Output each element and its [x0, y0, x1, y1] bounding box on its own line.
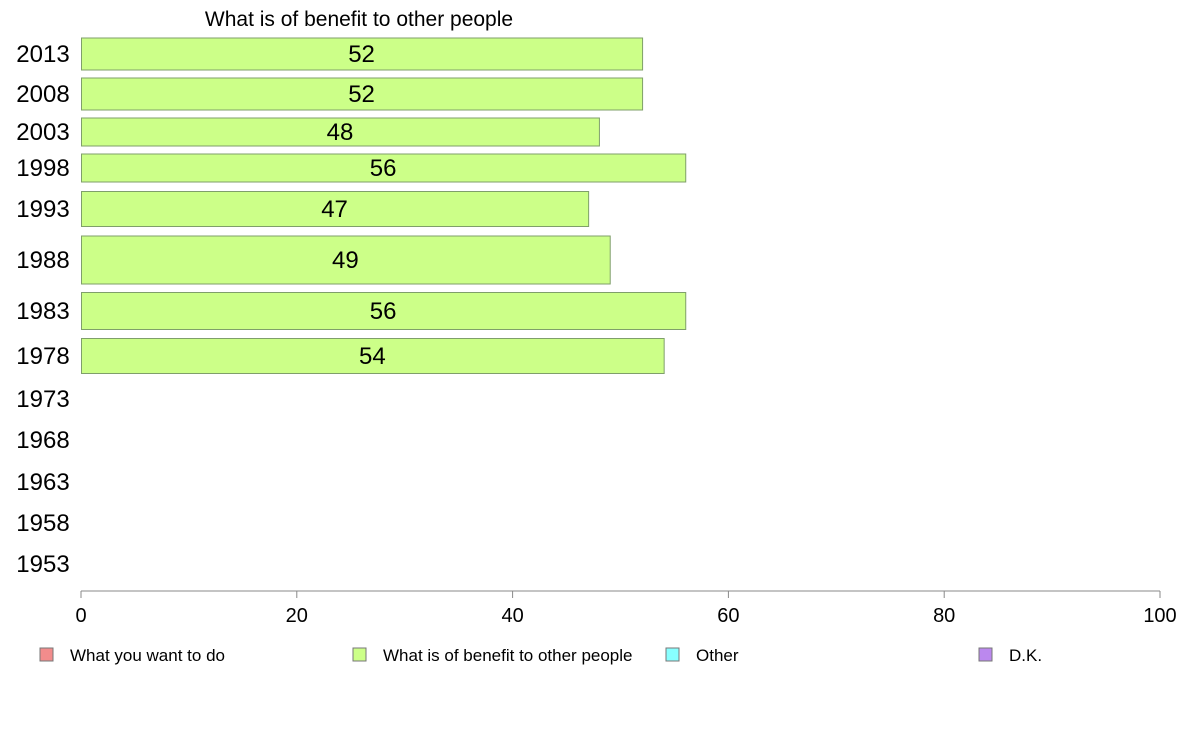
- x-tick-label: 80: [933, 605, 955, 627]
- category-labels: 2013 2008 2003 1998 1993 1988 1983 1978 1973 1968…: [16, 41, 69, 578]
- bar-value-label: 56: [370, 298, 397, 325]
- category-label: 1983: [16, 298, 69, 325]
- category-label: 1998: [16, 155, 69, 182]
- bar: [81, 235, 611, 285]
- bar: [81, 292, 687, 330]
- category-label: 1978: [16, 343, 69, 370]
- x-tick-label: 60: [717, 605, 739, 627]
- x-tick-label: 20: [286, 605, 308, 627]
- chart-title: What is of benefit to other people: [205, 8, 513, 31]
- legend-swatch: [978, 647, 993, 662]
- bar: [81, 117, 600, 147]
- bar: [81, 77, 644, 111]
- category-label: 1958: [16, 510, 69, 537]
- category-label: 2013: [16, 41, 69, 68]
- legend-label: Other: [696, 646, 739, 665]
- category-label: 1988: [16, 247, 69, 274]
- category-label: 1953: [16, 551, 69, 578]
- category-label: 1973: [16, 386, 69, 413]
- bar-value-label: 54: [359, 343, 386, 370]
- bar-value-label: 56: [370, 155, 397, 182]
- bar: [81, 37, 644, 71]
- bar-value-label: 52: [348, 41, 375, 68]
- bar-value-label: 49: [332, 247, 359, 274]
- legend-swatch: [39, 647, 54, 662]
- bars-group: 52 52 48 56 47 49 56 54: [81, 37, 687, 374]
- x-axis: 0 20 40 60 80 100: [75, 590, 1177, 627]
- legend-label: What you want to do: [70, 646, 225, 665]
- bar-value-label: 52: [348, 81, 375, 108]
- bar-value-label: 47: [321, 196, 348, 223]
- legend-swatch: [665, 647, 680, 662]
- bar: [81, 191, 590, 227]
- bar-value-label: 48: [327, 119, 354, 146]
- category-label: 2008: [16, 81, 69, 108]
- category-label: 1963: [16, 469, 69, 496]
- bar: [81, 338, 665, 374]
- legend-swatch: [352, 647, 367, 662]
- legend-label: D.K.: [1009, 646, 1042, 665]
- category-label: 1993: [16, 196, 69, 223]
- bar: [81, 153, 687, 183]
- x-tick-label: 0: [75, 605, 86, 627]
- category-label: 1968: [16, 427, 69, 454]
- category-label: 2003: [16, 119, 69, 146]
- x-tick-label: 100: [1143, 605, 1176, 627]
- x-tick-label: 40: [501, 605, 523, 627]
- legend: What you want to do What is of benefit to…: [39, 646, 1042, 665]
- legend-label: What is of benefit to other people: [383, 646, 633, 665]
